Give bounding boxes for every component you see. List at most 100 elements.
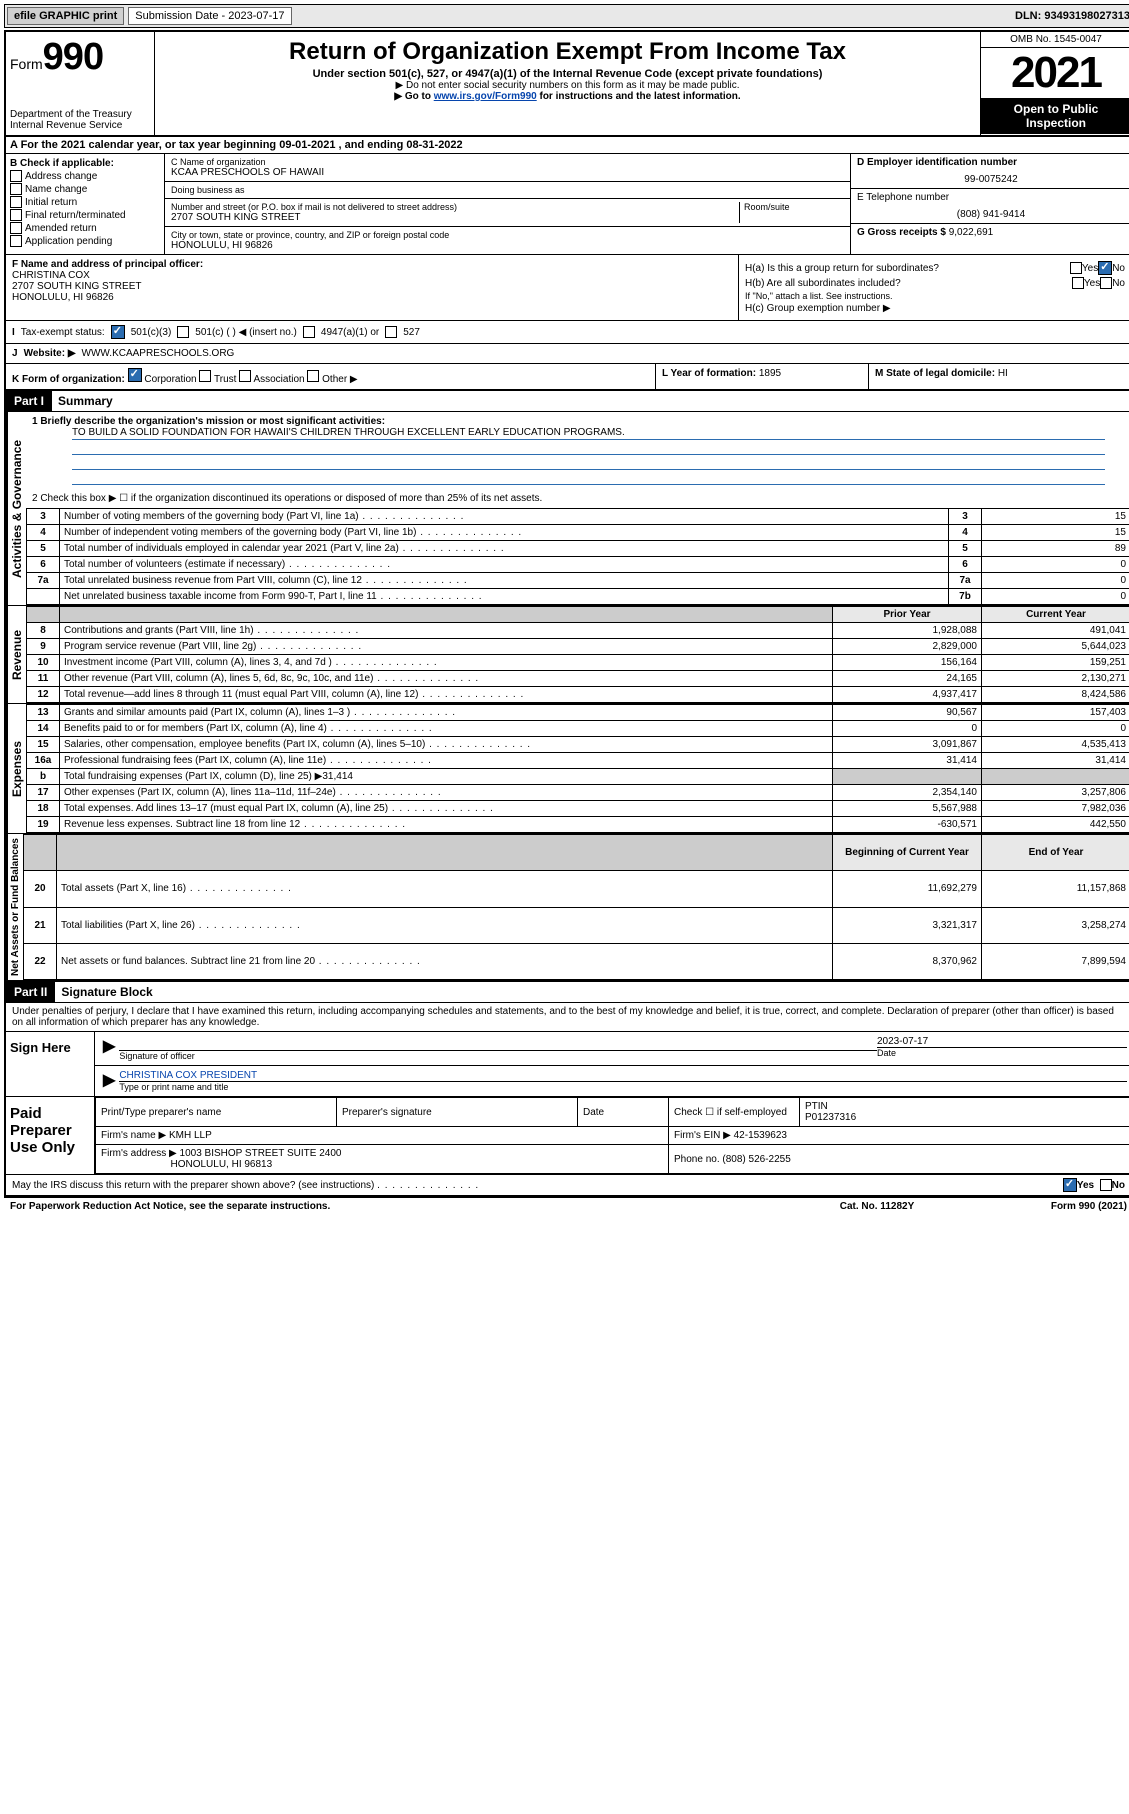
top-toolbar: efile GRAPHIC print Submission Date - 20… (4, 4, 1129, 28)
line-num: 7a (27, 573, 60, 589)
chk-501c[interactable] (177, 326, 189, 338)
ptin-value: P01237316 (805, 1112, 856, 1123)
chk-final-return[interactable] (10, 209, 22, 221)
chk-501c3[interactable] (111, 325, 125, 339)
opt-app-pending: Application pending (25, 236, 112, 247)
prior-value: 8,370,962 (833, 943, 982, 979)
ha-no-chk[interactable] (1098, 261, 1112, 275)
line-desc: Total assets (Part X, line 16) (57, 871, 833, 907)
line-desc: Revenue less expenses. Subtract line 18 … (60, 817, 833, 833)
firm-addr-label: Firm's address ▶ (101, 1148, 177, 1159)
opt-name-change: Name change (25, 184, 87, 195)
line-num: 17 (27, 785, 60, 801)
line-num: 13 (27, 705, 60, 721)
col-header: Beginning of Current Year (833, 835, 982, 871)
prior-value: 4,937,417 (833, 687, 982, 703)
opt-initial-return: Initial return (25, 197, 77, 208)
line-desc: Total unrelated business revenue from Pa… (60, 573, 949, 589)
chk-trust[interactable] (199, 370, 211, 382)
page-footer: For Paperwork Reduction Act Notice, see … (4, 1197, 1129, 1215)
sig-date-value: 2023-07-17 (877, 1036, 1127, 1047)
preparer-table: Print/Type preparer's name Preparer's si… (95, 1097, 1129, 1174)
domicile-state: HI (998, 368, 1008, 379)
line-num: 20 (24, 871, 57, 907)
line-num: 21 (24, 907, 57, 943)
form-title: Return of Organization Exempt From Incom… (163, 38, 972, 66)
tax-year-begin: 09-01-2021 (279, 139, 335, 151)
subtitle-2: ▶ Do not enter social security numbers o… (163, 80, 972, 91)
street-label: Number and street (or P.O. box if mail i… (171, 202, 739, 212)
sign-here-label: Sign Here (6, 1032, 95, 1096)
form-header: Form990 Department of the Treasury Inter… (6, 32, 1129, 137)
sign-here-block: Sign Here ▶ Signature of officer 2023-07… (6, 1032, 1129, 1096)
chk-other[interactable] (307, 370, 319, 382)
chk-name-change[interactable] (10, 183, 22, 195)
irs-link[interactable]: www.irs.gov/Form990 (434, 91, 537, 102)
tax-year-end: 08-31-2022 (406, 139, 462, 151)
line-num: 14 (27, 721, 60, 737)
go-to-suffix: for instructions and the latest informat… (537, 91, 741, 102)
line-num: 18 (27, 801, 60, 817)
chk-initial-return[interactable] (10, 196, 22, 208)
line-desc: Total revenue—add lines 8 through 11 (mu… (60, 687, 833, 703)
hb-label: H(b) Are all subordinates included? (745, 278, 1072, 289)
current-value: 2,130,271 (982, 671, 1129, 687)
discuss-yes: Yes (1077, 1180, 1094, 1191)
open-inspection: Open to Public Inspection (981, 98, 1129, 134)
net-assets-table: Beginning of Current Year End of Year20 … (23, 834, 1129, 980)
ptin-label: PTIN (805, 1101, 828, 1112)
discuss-label: May the IRS discuss this return with the… (12, 1180, 1063, 1191)
omb-number: OMB No. 1545-0047 (981, 32, 1129, 48)
arrow-icon: ▶ (99, 1036, 119, 1061)
chk-app-pending[interactable] (10, 235, 22, 247)
submission-date: Submission Date - 2023-07-17 (128, 7, 291, 25)
hb-note: If "No," attach a list. See instructions… (745, 291, 1125, 301)
discuss-yes-chk[interactable] (1063, 1178, 1077, 1192)
part2-title: Signature Block (55, 982, 158, 1002)
line-desc: Total number of volunteers (estimate if … (60, 557, 949, 573)
opt-4947: 4947(a)(1) or (321, 327, 379, 338)
chk-assoc[interactable] (239, 370, 251, 382)
form-container: Form990 Department of the Treasury Inter… (4, 30, 1129, 1197)
ha-yes-chk[interactable] (1070, 262, 1082, 274)
hb-no-chk[interactable] (1100, 277, 1112, 289)
opt-trust: Trust (214, 374, 236, 385)
side-label-governance: Activities & Governance (6, 412, 26, 605)
chk-amended[interactable] (10, 222, 22, 234)
ein-label: D Employer identification number (857, 157, 1017, 168)
line-box: 7a (949, 573, 982, 589)
expenses-table: 13 Grants and similar amounts paid (Part… (26, 704, 1129, 833)
mission-text: TO BUILD A SOLID FOUNDATION FOR HAWAII'S… (72, 427, 1105, 440)
line-num: 12 (27, 687, 60, 703)
opt-501c3: 501(c)(3) (131, 327, 172, 338)
efile-button[interactable]: efile GRAPHIC print (7, 7, 124, 25)
mission-block: 1 Briefly describe the organization's mi… (26, 412, 1129, 508)
line-desc: Net assets or fund balances. Subtract li… (57, 943, 833, 979)
line-desc: Program service revenue (Part VIII, line… (60, 639, 833, 655)
row-a-prefix: A For the 2021 calendar year, or tax yea… (10, 139, 279, 151)
ein-value: 99-0075242 (857, 174, 1125, 185)
revenue-section: Revenue Prior Year Current Year8 Contrib… (6, 606, 1129, 704)
line-value: 15 (982, 509, 1129, 525)
chk-corp[interactable] (128, 368, 142, 382)
dln-label: DLN: 93493198027313 (1015, 10, 1129, 22)
current-value: 5,644,023 (982, 639, 1129, 655)
chk-address-change[interactable] (10, 170, 22, 182)
tel-label: E Telephone number (857, 192, 949, 203)
discuss-row: May the IRS discuss this return with the… (6, 1174, 1129, 1195)
side-label-net-assets: Net Assets or Fund Balances (6, 834, 23, 980)
line-value: 0 (982, 589, 1129, 605)
current-value: 442,550 (982, 817, 1129, 833)
chk-527[interactable] (385, 326, 397, 338)
officer-name-title[interactable]: CHRISTINA COX PRESIDENT (119, 1070, 257, 1081)
hb-yes-chk[interactable] (1072, 277, 1084, 289)
city-value: HONOLULU, HI 96826 (171, 240, 844, 251)
current-value: 0 (982, 721, 1129, 737)
dba-label: Doing business as (171, 185, 844, 195)
current-value: 159,251 (982, 655, 1129, 671)
discuss-no-chk[interactable] (1100, 1179, 1112, 1191)
chk-4947[interactable] (303, 326, 315, 338)
line2-label: 2 Check this box ▶ ☐ if the organization… (32, 493, 1125, 504)
prior-value: -630,571 (833, 817, 982, 833)
form-number: 990 (43, 36, 103, 78)
